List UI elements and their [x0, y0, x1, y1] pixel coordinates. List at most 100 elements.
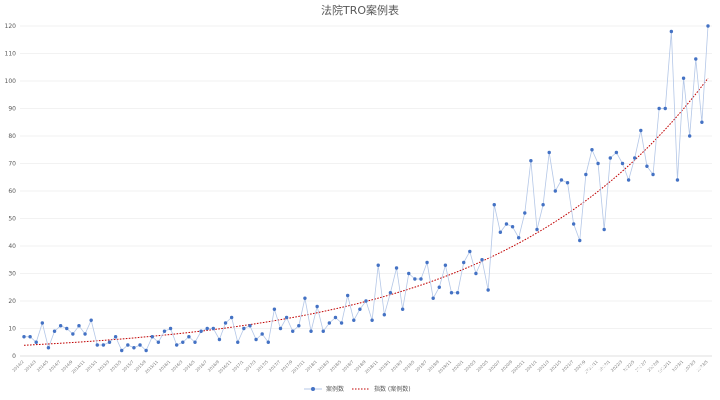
- data-point: [510, 225, 515, 229]
- data-point: [620, 161, 625, 166]
- data-point: [291, 329, 295, 333]
- data-point: [132, 346, 136, 350]
- data-point: [65, 326, 69, 331]
- data-point: [236, 340, 240, 344]
- x-tick-label: 2021/3: [536, 359, 550, 373]
- data-point: [278, 326, 283, 331]
- data-point: [602, 227, 606, 232]
- data-point: [443, 263, 448, 267]
- data-point: [223, 321, 228, 325]
- data-point: [663, 106, 667, 111]
- data-point: [168, 326, 173, 331]
- x-tick-label: 2019/1: [378, 359, 392, 373]
- data-point: [333, 315, 338, 320]
- data-point: [541, 203, 545, 207]
- data-point: [71, 332, 75, 336]
- data-point: [657, 106, 661, 111]
- data-point: [700, 120, 704, 124]
- x-tick-label: 2014/11: [70, 359, 86, 375]
- data-point: [28, 335, 32, 339]
- data-point: [181, 340, 185, 344]
- data-point: [321, 329, 325, 333]
- x-tick-label: 2015/5: [109, 359, 123, 373]
- y-axis-ticks: 0 10 20 30 40 50 60 70 80 90 100 110 120: [5, 23, 17, 360]
- data-point: [52, 329, 57, 333]
- data-point: [523, 211, 527, 215]
- x-tick-label: 2016/7: [194, 359, 208, 373]
- data-point: [681, 76, 686, 80]
- data-point: [645, 164, 649, 168]
- x-tick-label: 2015/11: [144, 359, 160, 375]
- data-point: [706, 24, 710, 28]
- data-point: [120, 348, 124, 353]
- data-point: [126, 343, 130, 347]
- x-tick-label: 2017/5: [256, 359, 270, 373]
- data-point: [584, 172, 588, 177]
- data-point: [431, 296, 435, 300]
- x-tick-label: 2015/3: [97, 359, 111, 373]
- data-point: [614, 150, 619, 155]
- data-point: [480, 258, 484, 262]
- watermark-text: 知乎 @客观ERIC: [579, 363, 706, 382]
- data-point: [34, 340, 38, 344]
- data-point: [272, 307, 277, 311]
- data-point: [95, 343, 99, 347]
- data-point: [303, 296, 307, 300]
- data-point: [260, 332, 264, 336]
- data-point: [83, 332, 87, 336]
- x-tick-label: 2021/1: [524, 359, 538, 373]
- y-tick-label: 30: [8, 271, 16, 278]
- data-point: [407, 271, 411, 276]
- data-point: [358, 307, 362, 311]
- data-point: [113, 335, 118, 339]
- data-point: [162, 329, 167, 333]
- data-point: [144, 348, 148, 353]
- data-point: [315, 304, 319, 309]
- data-point: [388, 291, 393, 295]
- grid-lines: [20, 25, 712, 357]
- x-tick-label: 2016/3: [170, 359, 184, 373]
- x-tick-label: 2018/11: [364, 359, 380, 375]
- data-point: [413, 277, 417, 281]
- data-point: [504, 222, 509, 226]
- x-tick-label: 2019/11: [437, 359, 453, 375]
- y-tick-label: 40: [8, 243, 16, 250]
- x-tick-label: 2016/1: [158, 359, 172, 373]
- x-tick-label: 2014/3: [23, 359, 37, 373]
- data-point: [639, 128, 643, 133]
- y-tick-label: 80: [8, 133, 16, 140]
- data-point: [394, 266, 399, 270]
- data-point: [547, 150, 551, 155]
- data-point: [193, 340, 197, 344]
- data-point: [89, 318, 93, 322]
- data-point: [297, 324, 301, 328]
- data-point: [578, 238, 582, 243]
- y-tick-label: 100: [5, 78, 17, 85]
- data-point: [486, 288, 490, 292]
- data-point: [553, 189, 558, 193]
- data-point: [669, 29, 674, 34]
- x-tick-label: 2016/5: [182, 359, 196, 373]
- data-point: [455, 291, 460, 295]
- y-tick-label: 110: [5, 51, 17, 58]
- data-point: [596, 161, 600, 166]
- x-tick-label: 2018/1: [304, 359, 318, 373]
- data-point: [266, 340, 270, 344]
- y-tick-label: 10: [8, 326, 16, 333]
- x-tick-label: 2018/3: [317, 359, 331, 373]
- x-tick-label: 2014/7: [48, 359, 62, 373]
- data-point: [590, 148, 594, 152]
- data-point: [138, 343, 142, 347]
- x-tick-label: 2015/1: [85, 359, 99, 373]
- data-point: [58, 324, 63, 328]
- x-tick-label: 2014/5: [36, 359, 50, 373]
- x-tick-label: 2020/11: [510, 359, 526, 375]
- chart-title: 法院TRO案例表: [321, 3, 399, 17]
- x-tick-label: 2018/7: [341, 359, 355, 373]
- data-point: [370, 318, 374, 322]
- x-tick-label: 2016/11: [217, 359, 233, 375]
- data-point: [327, 321, 332, 325]
- data-point: [382, 313, 387, 317]
